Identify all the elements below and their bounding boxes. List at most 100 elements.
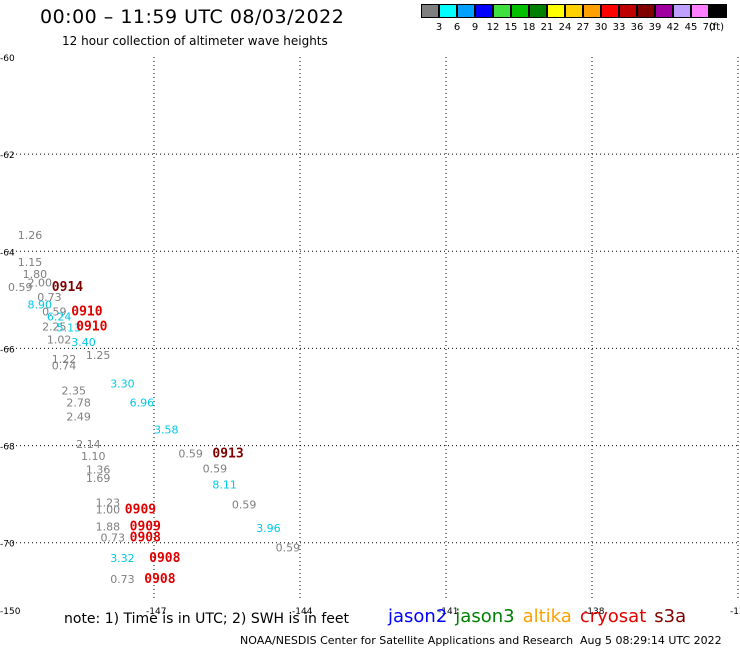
wave-height-value: 0.73	[110, 573, 135, 586]
legend-label: 18	[522, 22, 536, 33]
legend-label: 12	[486, 22, 500, 33]
observation-time: 0908	[144, 572, 175, 587]
wave-height-value: 0.59	[8, 281, 33, 294]
legend-label: 45	[684, 22, 698, 33]
legend-label: 21	[540, 22, 554, 33]
wave-height-value: 2.00	[27, 276, 52, 289]
observation-time: 0909	[130, 520, 161, 535]
wave-height-value: 3.30	[110, 377, 135, 390]
wave-height-value: 1.25	[86, 349, 111, 362]
legend-swatch	[457, 4, 475, 18]
legend-label: 42	[666, 22, 680, 33]
observation-time: 0909	[125, 503, 156, 518]
wave-height-value: 2.78	[66, 397, 91, 410]
wave-height-value: 1.88	[96, 521, 121, 534]
wave-height-value: 2.25	[42, 320, 67, 333]
observation-time: 0913	[212, 447, 243, 462]
wave-height-value: 3.96	[256, 522, 281, 535]
satellite-s3a: s3a	[654, 606, 687, 627]
legend-label: 3	[435, 22, 443, 33]
wave-height-value: 1.23	[96, 496, 121, 509]
lat-label: -60	[0, 54, 15, 64]
legend-swatch	[421, 4, 439, 18]
wave-height-value: 1.26	[18, 229, 43, 242]
footer-timestamp: Aug 5 08:29:14 UTC 2022	[580, 634, 722, 647]
axis-labels: -60 -62 -64 -66 -68 -70 -150 -147 -144 -141 -138 -1…	[0, 54, 740, 617]
wave-height-value: 1.80	[23, 268, 47, 281]
wave-height-value: 0.73	[37, 291, 62, 304]
footer-credit: NOAA/NESDIS Center for Satellite Applica…	[240, 634, 574, 647]
wave-height-value: 1.02	[47, 334, 72, 347]
legend-swatch	[583, 4, 601, 18]
wave-height-value: 0.59	[203, 462, 228, 475]
legend-swatch	[529, 4, 547, 18]
legend-label: 70	[702, 22, 716, 33]
wave-height-value: 3.40	[71, 336, 96, 349]
lon-label: -13	[730, 607, 740, 617]
satellite-altika: altika	[522, 606, 572, 627]
wave-height-value: 1.22	[52, 353, 77, 366]
wave-height-value: 1.00	[96, 504, 121, 517]
legend-label: 27	[576, 22, 590, 33]
wave-height-value: 1.15	[18, 256, 43, 269]
legend-swatch	[475, 4, 493, 18]
observation-time: 0908	[149, 551, 180, 566]
observation-labels: 1.261.151.802.000.59 09140.738.900.596.24…	[8, 229, 300, 587]
map-grid	[8, 57, 739, 601]
satellite-jason2: jason2	[388, 606, 448, 627]
lat-label: -70	[0, 540, 15, 550]
wave-height-value: 0.74	[52, 359, 77, 372]
wave-height-value: 0.59	[232, 499, 257, 512]
map-title: 00:00 – 11:59 UTC 08/03/2022	[40, 6, 345, 28]
wave-height-value: 1.69	[86, 472, 111, 485]
legend-swatch	[709, 4, 727, 18]
lat-label: -62	[0, 151, 15, 161]
lat-label: -64	[0, 248, 15, 258]
wave-height-value: 0.59	[42, 305, 67, 318]
legend-swatch	[565, 4, 583, 18]
lon-label: -138	[584, 607, 605, 617]
lat-label: -66	[0, 345, 15, 355]
footer-note: note: 1) Time is in UTC; 2) SWH is in fe…	[64, 611, 350, 627]
wave-height-value: 1.10	[81, 450, 106, 463]
legend-label: 24	[558, 22, 572, 33]
wave-height-value: 8.90	[27, 299, 52, 312]
lat-label: -68	[0, 443, 15, 453]
wave-height-value: 5.13	[57, 321, 82, 334]
legend-swatch	[691, 4, 709, 18]
legend-label: 39	[648, 22, 662, 33]
legend-swatch	[493, 4, 511, 18]
lon-label: -147	[146, 607, 166, 617]
wave-height-value: 3.32	[110, 552, 135, 565]
wave-height-value: 6.24	[47, 310, 72, 323]
legend-swatch	[439, 4, 457, 18]
lon-label: -144	[292, 607, 313, 617]
wave-height-value: 2.35	[62, 385, 87, 398]
legend-swatch	[601, 4, 619, 18]
observation-time: 0910	[76, 319, 107, 334]
legend-swatch	[673, 4, 691, 18]
wave-height-value: 3.58	[154, 423, 179, 436]
wave-height-value: 0.59	[276, 541, 301, 554]
legend-label: 6	[453, 22, 461, 33]
wave-height-value: 2.14	[76, 438, 101, 451]
wave-height-value: 0.59	[178, 448, 203, 461]
satellite-legend: jason2 jason3 altika cryosat s3a	[388, 606, 694, 627]
wave-height-value: 8.11	[212, 478, 237, 491]
legend-swatch	[655, 4, 673, 18]
observation-time: 0908	[130, 531, 161, 546]
legend-swatch	[511, 4, 529, 18]
lon-label: -141	[438, 607, 458, 617]
wave-height-value: 6.96	[130, 397, 155, 410]
observation-time: 0914	[52, 280, 83, 295]
map-subtitle: 12 hour collection of altimeter wave hei…	[62, 34, 328, 48]
satellite-cryosat: cryosat	[579, 606, 647, 627]
legend-label: 15	[504, 22, 518, 33]
legend-swatch	[619, 4, 637, 18]
legend-swatch	[547, 4, 565, 18]
wave-height-value: 0.73	[100, 532, 125, 545]
legend-label: 36	[630, 22, 644, 33]
lon-label: -150	[0, 607, 21, 617]
legend-label: 9	[471, 22, 479, 33]
